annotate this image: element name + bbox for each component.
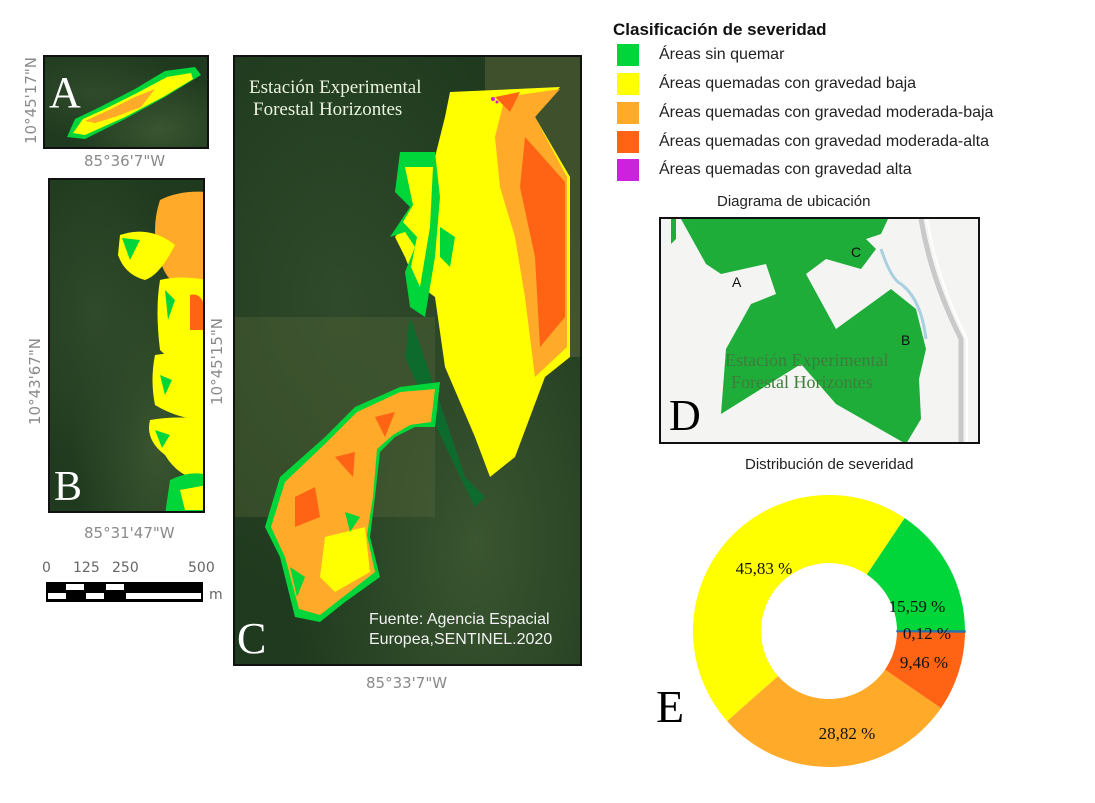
- lon-label-a: 85°36'7"W: [84, 152, 166, 170]
- donut-slice-label: 0,12 %: [903, 624, 951, 643]
- location-station-label: Estación Experimental Forestal Horizonte…: [725, 349, 888, 393]
- source-credit-line2: Europea,SENTINEL.2020: [369, 631, 553, 648]
- map-panel-a: A: [43, 55, 209, 149]
- scale-tick-125: 125: [73, 560, 100, 576]
- map-panel-b: B: [48, 178, 205, 513]
- legend-label: Áreas quemadas con gravedad moderada-alt…: [659, 133, 989, 150]
- legend-title: Clasificación de severidad: [613, 20, 827, 39]
- legend-item-high: Áreas quemadas con gravedad alta: [617, 159, 912, 181]
- station-title: Estación Experimental Forestal Horizonte…: [249, 77, 422, 121]
- legend-label: Áreas quemadas con gravedad alta: [659, 161, 912, 178]
- legend-swatch-icon: [617, 102, 639, 124]
- legend-item-low: Áreas quemadas con gravedad baja: [617, 73, 916, 95]
- location-station-line2: Forestal Horizontes: [731, 372, 873, 392]
- legend-item-moderate-low: Áreas quemadas con gravedad moderada-baj…: [617, 102, 993, 124]
- donut-slice: [727, 669, 942, 767]
- scale-unit: m: [209, 587, 223, 603]
- lon-label-c: 85°33'7"W: [366, 674, 448, 692]
- donut-slice: [896, 630, 966, 633]
- panel-letter-e: E: [656, 681, 685, 732]
- location-map-shape: [671, 219, 968, 442]
- location-label-a: A: [732, 274, 742, 290]
- legend-swatch-icon: [617, 44, 639, 66]
- location-diagram-caption: Diagrama de ubicación: [717, 193, 871, 210]
- map-panel-d: A C B Estación Experimental Forestal Hor…: [659, 217, 980, 444]
- lon-label-b: 85°31'47"W: [84, 524, 175, 542]
- scale-bar: 0 125 250 500 m: [40, 560, 230, 605]
- legend-swatch-icon: [617, 131, 639, 153]
- burn-area-a-shape: [67, 67, 201, 139]
- legend-label: Áreas sin quemar: [659, 46, 785, 63]
- station-title-line1: Estación Experimental: [249, 77, 422, 98]
- scale-tick-250: 250: [112, 560, 139, 576]
- source-credit-line1: Fuente: Agencia Espacial: [369, 611, 550, 628]
- location-label-b: B: [901, 332, 911, 348]
- donut-slice-label: 15,59 %: [889, 597, 946, 616]
- donut-slice: [885, 631, 965, 709]
- donut-slice: [692, 495, 905, 722]
- severity-distribution-caption: Distribución de severidad: [745, 456, 914, 473]
- legend-label: Áreas quemadas con gravedad baja: [659, 75, 917, 92]
- scale-tick-500: 500: [188, 560, 215, 576]
- panel-letter-a: A: [49, 68, 81, 117]
- panel-letter-c: C: [237, 614, 267, 663]
- legend-label: Áreas quemadas con gravedad moderada-baj…: [659, 104, 994, 121]
- burn-area-b-shape: [118, 191, 203, 511]
- donut-slice: [866, 517, 966, 631]
- donut-slice-label: 9,46 %: [900, 653, 948, 672]
- map-panel-c: Estación Experimental Forestal Horizonte…: [233, 55, 582, 666]
- station-title-line2: Forestal Horizontes: [253, 99, 403, 120]
- scale-bar-graphic: [46, 582, 203, 602]
- legend-swatch-icon: [617, 73, 639, 95]
- donut-slice-label: 45,83 %: [736, 559, 793, 578]
- location-station-line1: Estación Experimental: [725, 350, 889, 370]
- legend-item-moderate-high: Áreas quemadas con gravedad moderada-alt…: [617, 131, 989, 153]
- burn-area-c-shape: [235, 57, 580, 622]
- scale-tick-0: 0: [42, 560, 51, 576]
- legend-swatch-icon: [617, 159, 639, 181]
- panel-letter-d: D: [669, 391, 701, 440]
- location-label-c: C: [851, 244, 862, 260]
- donut-slice-label: 28,82 %: [819, 724, 876, 743]
- legend-item-unburned: Áreas sin quemar: [617, 44, 784, 66]
- panel-letter-b: B: [54, 464, 83, 510]
- source-credit: Fuente: Agencia Espacial Europea,SENTINE…: [369, 610, 552, 650]
